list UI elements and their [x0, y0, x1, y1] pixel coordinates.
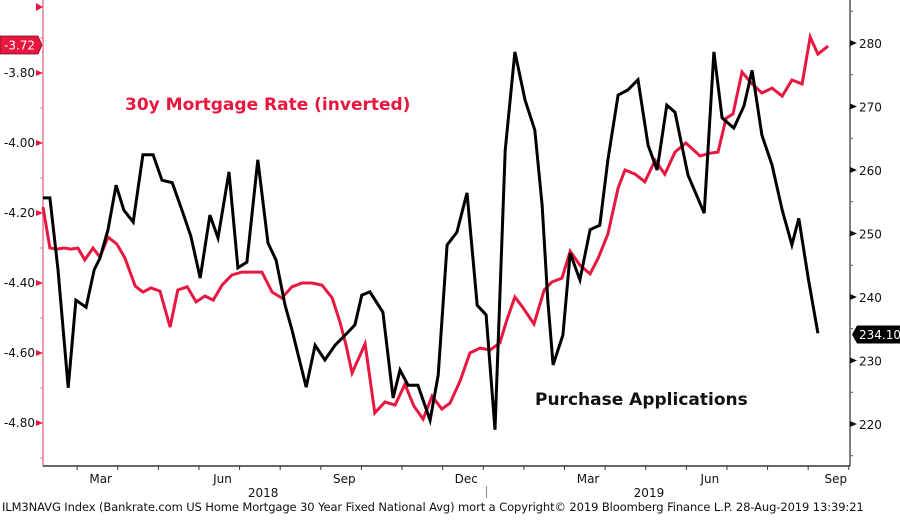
x-tick-label: Mar: [89, 472, 112, 486]
right-major-tick: [850, 40, 857, 46]
right-major-tick: [850, 421, 857, 427]
right-axis: 280 270 260 250 240 230 220: [849, 0, 882, 466]
right-last-value-text: 234.10: [859, 328, 900, 342]
series-layer: [41, 31, 830, 430]
right-tick-label: 220: [859, 418, 882, 432]
left-tick-label: -4.20: [4, 206, 35, 220]
left-major-tick: [36, 420, 43, 426]
right-tick-label: 230: [859, 355, 882, 369]
left-tick-label: -3.80: [4, 66, 35, 80]
right-major-tick: [850, 230, 857, 237]
right-tick-label: 260: [859, 164, 882, 178]
right-major-tick: [850, 357, 857, 364]
left-last-value-text: -3.72: [4, 39, 35, 53]
x-axis: Mar Jun Sep Dec Mar Jun Sep 2018 2019: [43, 465, 850, 500]
purchase-applications-annotation: Purchase Applications: [535, 390, 748, 410]
last-value-badges: -3.72 234.10: [0, 35, 900, 344]
left-tick-label: -4.80: [4, 416, 35, 430]
left-major-tick: [36, 350, 43, 356]
series-line-purchase: [43, 51, 820, 430]
left-major-tick: [36, 210, 43, 216]
right-tick-label: 240: [859, 291, 882, 305]
x-tick-label: Mar: [577, 472, 600, 486]
right-last-value-badge: [852, 325, 900, 344]
x-year-label: 2019: [634, 486, 665, 500]
x-tick-label: Sep: [333, 472, 356, 486]
right-tick-label: 250: [859, 228, 882, 242]
left-axis: -3.80 -4.00 -4.20 -4.40 -4.60 -4.80: [4, 0, 44, 466]
chart-footer-source: ILM3NAVG Index (Bankrate.com US Home Mor…: [2, 500, 864, 514]
left-tick-label: -4.40: [4, 276, 35, 290]
x-year-label: 2018: [248, 486, 279, 500]
left-last-value-badge: [0, 35, 43, 55]
left-major-tick: [36, 70, 43, 76]
x-tick-label: Jun: [700, 472, 720, 486]
mortgage-rate-annotation: 30y Mortgage Rate (inverted): [125, 95, 410, 115]
x-tick-label: Sep: [824, 472, 847, 486]
right-major-tick: [850, 167, 857, 173]
x-tick-label: Dec: [455, 472, 478, 486]
left-axis-top-tick: [36, 3, 43, 11]
left-major-tick: [36, 140, 43, 146]
x-tick-label: Jun: [212, 472, 232, 486]
right-major-tick: [850, 103, 857, 110]
right-tick-label: 270: [859, 101, 882, 115]
left-major-tick: [36, 280, 43, 286]
left-tick-label: -4.00: [4, 136, 35, 150]
right-major-tick: [850, 294, 857, 300]
left-tick-label: -4.60: [4, 346, 35, 360]
right-tick-label: 280: [859, 37, 882, 51]
